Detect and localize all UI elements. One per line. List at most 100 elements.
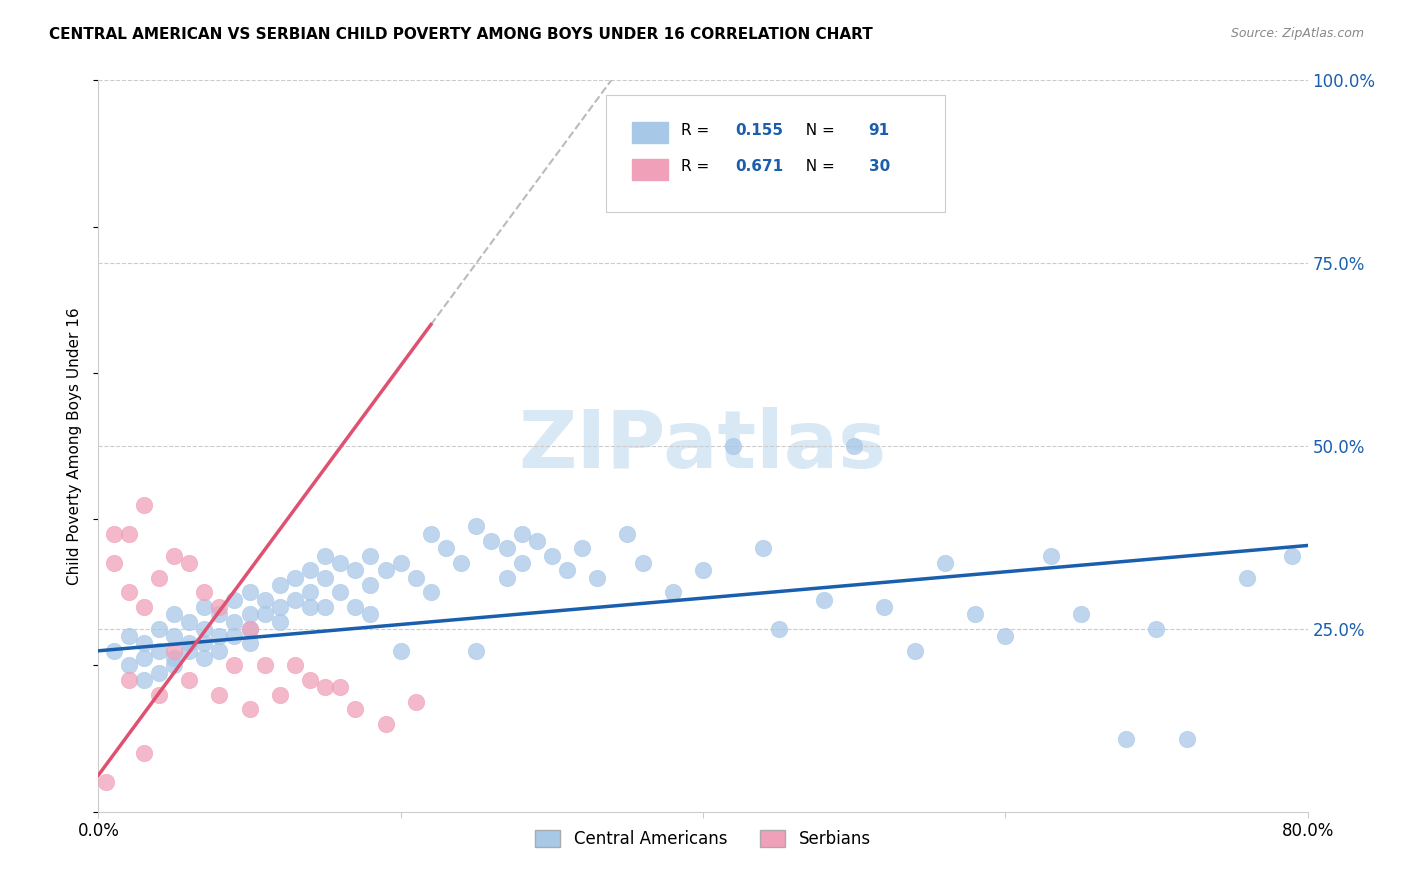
Text: CENTRAL AMERICAN VS SERBIAN CHILD POVERTY AMONG BOYS UNDER 16 CORRELATION CHART: CENTRAL AMERICAN VS SERBIAN CHILD POVERT…	[49, 27, 873, 42]
Point	[179, 615, 201, 629]
Point	[631, 556, 654, 570]
Point	[465, 644, 488, 658]
Point	[163, 644, 186, 658]
Point	[239, 622, 262, 636]
Point	[344, 563, 367, 577]
Point	[163, 658, 186, 673]
Point	[193, 622, 215, 636]
Text: R =: R =	[682, 159, 714, 174]
Point	[360, 607, 382, 622]
Point	[253, 607, 276, 622]
Point	[299, 563, 322, 577]
Point	[118, 658, 141, 673]
Point	[389, 556, 412, 570]
Point	[723, 439, 745, 453]
Point	[193, 636, 215, 650]
Point	[495, 541, 517, 556]
Point	[208, 644, 231, 658]
Point	[586, 571, 609, 585]
Point	[224, 658, 246, 673]
Point	[148, 622, 170, 636]
Point	[329, 556, 352, 570]
Point	[208, 688, 231, 702]
Point	[163, 651, 186, 665]
Point	[224, 629, 246, 643]
Point	[526, 534, 548, 549]
Point	[239, 636, 262, 650]
Point	[299, 585, 322, 599]
Point	[752, 541, 775, 556]
Point	[405, 695, 427, 709]
Point	[299, 673, 322, 687]
Point	[103, 644, 125, 658]
Text: 91: 91	[869, 122, 890, 137]
Point	[163, 549, 186, 563]
Point	[269, 578, 291, 592]
Point	[179, 644, 201, 658]
Point	[224, 615, 246, 629]
Point	[314, 549, 336, 563]
Point	[450, 556, 472, 570]
Point	[132, 651, 155, 665]
Point	[284, 658, 307, 673]
Point	[374, 563, 396, 577]
Point	[420, 526, 443, 541]
Point	[571, 541, 593, 556]
Point	[132, 746, 155, 760]
Point	[148, 571, 170, 585]
Text: 0.671: 0.671	[735, 159, 783, 174]
Point	[103, 556, 125, 570]
Point	[299, 599, 322, 614]
Point	[329, 681, 352, 695]
Point	[239, 607, 262, 622]
Point	[314, 681, 336, 695]
Point	[179, 636, 201, 650]
Point	[269, 615, 291, 629]
Point	[224, 592, 246, 607]
Text: 30: 30	[869, 159, 890, 174]
Point	[253, 658, 276, 673]
Point	[934, 556, 956, 570]
Point	[132, 673, 155, 687]
Point	[94, 775, 117, 789]
Point	[269, 599, 291, 614]
Point	[434, 541, 457, 556]
Point	[193, 599, 215, 614]
Point	[813, 592, 835, 607]
Text: R =: R =	[682, 122, 714, 137]
Point	[994, 629, 1017, 643]
Point	[904, 644, 927, 658]
Point	[555, 563, 578, 577]
Point	[510, 556, 533, 570]
Point	[844, 439, 866, 453]
Point	[692, 563, 714, 577]
Point	[965, 607, 987, 622]
Point	[118, 526, 141, 541]
Point	[405, 571, 427, 585]
Point	[239, 622, 262, 636]
Point	[1039, 549, 1062, 563]
Point	[1115, 731, 1137, 746]
Point	[661, 585, 683, 599]
Point	[344, 599, 367, 614]
Point	[163, 607, 186, 622]
Point	[389, 644, 412, 658]
Point	[360, 578, 382, 592]
Text: N =: N =	[796, 159, 839, 174]
Text: N =: N =	[796, 122, 839, 137]
Point	[132, 498, 155, 512]
Point	[360, 549, 382, 563]
Point	[193, 585, 215, 599]
Text: Source: ZipAtlas.com: Source: ZipAtlas.com	[1230, 27, 1364, 40]
Legend: Central Americans, Serbians: Central Americans, Serbians	[529, 823, 877, 855]
Point	[269, 688, 291, 702]
Point	[148, 665, 170, 680]
Text: 0.155: 0.155	[735, 122, 783, 137]
Point	[208, 629, 231, 643]
Point	[163, 629, 186, 643]
FancyBboxPatch shape	[606, 95, 945, 212]
Point	[284, 592, 307, 607]
Point	[314, 599, 336, 614]
Point	[193, 651, 215, 665]
Point	[768, 622, 790, 636]
